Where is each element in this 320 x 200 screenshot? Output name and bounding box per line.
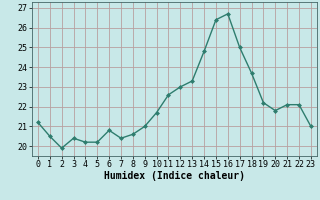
X-axis label: Humidex (Indice chaleur): Humidex (Indice chaleur)	[104, 171, 245, 181]
